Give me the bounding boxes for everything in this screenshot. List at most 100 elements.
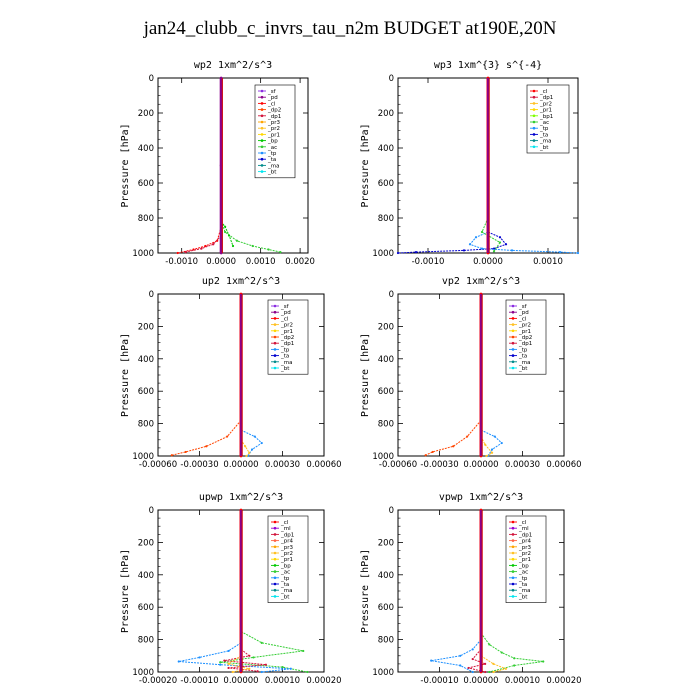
legend-label: _cl xyxy=(518,316,527,322)
series-point-ac xyxy=(492,250,496,253)
legend-label: _ma xyxy=(539,139,551,145)
series-point-tp xyxy=(510,249,514,252)
legend-marker xyxy=(511,341,515,345)
legend-label: _pr1 xyxy=(280,557,293,563)
series-point-ta xyxy=(396,251,400,255)
legend-label: _dp1 xyxy=(518,532,532,538)
legend-label: _pr2 xyxy=(267,126,280,132)
series-point-tp xyxy=(260,670,263,674)
series-point-tp xyxy=(490,448,494,451)
x-tick-label: 0.00000 xyxy=(223,676,258,686)
y-axis-label: Pressure [hPa] xyxy=(360,549,371,633)
series-point-pr2 xyxy=(504,667,507,670)
y-tick-label: 1000 xyxy=(372,452,394,462)
legend-label: _ml xyxy=(280,526,291,532)
series-point-ac xyxy=(302,649,305,653)
y-tick-label: 200 xyxy=(378,322,394,332)
x-tick-label: 0.00060 xyxy=(306,460,341,470)
legend-marker xyxy=(260,108,264,111)
series-point-ac xyxy=(513,657,516,660)
legend-label: _pr1 xyxy=(267,132,280,138)
x-tick-label: 0.00060 xyxy=(546,460,581,470)
series-point-ac xyxy=(542,660,545,663)
y-tick-label: 800 xyxy=(138,214,154,224)
series-point-ta xyxy=(462,249,466,252)
x-tick-label: -0.0010 xyxy=(165,257,198,267)
x-tick-label: 0.00020 xyxy=(546,676,581,686)
legend-marker xyxy=(273,520,277,524)
legend: _cl_dp1_pr2_pr1_bp1_ac_tp_ta_ma_bt xyxy=(526,84,570,154)
series-point-pr2 xyxy=(492,670,495,674)
series-point-ta xyxy=(414,251,418,254)
legend-marker xyxy=(511,520,515,524)
series-point-tp xyxy=(250,448,254,451)
legend-label: _cl xyxy=(280,520,289,526)
y-tick-label: 0 xyxy=(389,74,394,84)
legend-marker xyxy=(532,145,536,149)
legend-label: _bt xyxy=(539,145,549,151)
legend-label: _pr1 xyxy=(518,557,531,563)
legend: _cl_ml_dp1_pr4_pr3_pr2_pr1_bp_ac_tp_ta_m… xyxy=(505,515,547,603)
legend: _sf_pd_cl_pr2_pr1_dp2_dp1_tp_ta_ma_bt xyxy=(505,299,547,375)
series-line-pr2 xyxy=(480,436,493,457)
series-point-dp1 xyxy=(467,666,470,670)
series-point-ac xyxy=(513,664,516,667)
y-tick-label: 0 xyxy=(389,290,394,300)
x-tick-label: 0.00010 xyxy=(505,676,540,686)
y-tick-label: 800 xyxy=(138,636,154,646)
series-point-bp xyxy=(224,225,227,228)
x-tick-label: -0.00010 xyxy=(420,676,458,686)
legend-marker xyxy=(260,170,264,173)
legend-label: _dp1 xyxy=(280,532,294,538)
legend-marker xyxy=(273,557,277,561)
figure-title: jan24_clubb_c_invrs_tau_n2m BUDGET at190… xyxy=(143,18,557,39)
series-point-dp2 xyxy=(226,435,229,438)
x-tick-label: -0.00030 xyxy=(420,460,458,470)
panel-title: vpwp 1xm^2/s^3 xyxy=(439,492,523,503)
legend-marker xyxy=(511,588,515,592)
panel-title: wp3 1xm^{3} s^{-4} xyxy=(434,60,542,71)
series-line-ac xyxy=(220,221,281,253)
y-tick-label: 400 xyxy=(378,144,394,154)
legend-label: _dp2 xyxy=(518,335,532,341)
series-line-dp2 xyxy=(171,420,242,456)
y-tick-label: 0 xyxy=(149,506,154,516)
legend-marker xyxy=(532,102,536,105)
legend-label: _ta xyxy=(518,354,527,360)
legend-marker xyxy=(260,164,264,167)
series-point-tp xyxy=(468,243,472,246)
legend-marker xyxy=(511,360,515,364)
series-point-dp1 xyxy=(184,251,187,254)
y-tick-label: 0 xyxy=(149,74,154,84)
legend-label: _ma xyxy=(518,588,530,594)
series-point-pr2 xyxy=(490,451,494,454)
legend-label: _pr1 xyxy=(518,329,531,335)
legend-label: _ml xyxy=(518,526,529,532)
series-point-ta xyxy=(498,236,502,239)
series-point-ac xyxy=(500,651,503,654)
legend-label: _tp xyxy=(280,347,290,353)
legend-label: _bp xyxy=(518,563,529,569)
series-line-ac xyxy=(481,217,501,252)
x-tick-label: 0.0010 xyxy=(533,257,563,267)
legend-marker xyxy=(260,89,264,93)
series-point-ac xyxy=(252,656,255,659)
series-point-tp xyxy=(227,649,230,653)
series-point-ac xyxy=(219,661,222,664)
series-point-dp1 xyxy=(484,670,487,674)
legend-marker xyxy=(273,323,277,326)
legend-label: _ma xyxy=(280,588,292,594)
legend-marker xyxy=(273,526,277,530)
series-point-dp2 xyxy=(424,454,427,457)
y-tick-label: 200 xyxy=(378,109,394,119)
y-tick-label: 1000 xyxy=(132,668,154,678)
legend-label: _ta xyxy=(267,157,276,163)
x-tick-label: 0.00030 xyxy=(505,460,540,470)
legend-marker xyxy=(511,539,515,542)
series-point-dp1 xyxy=(484,662,487,665)
series-point-ac xyxy=(279,251,282,254)
legend-label: _pr2 xyxy=(539,101,552,107)
legend-label: _cl xyxy=(539,89,548,95)
series-line-pr2 xyxy=(240,439,250,457)
legend-label: _pd xyxy=(280,310,291,316)
